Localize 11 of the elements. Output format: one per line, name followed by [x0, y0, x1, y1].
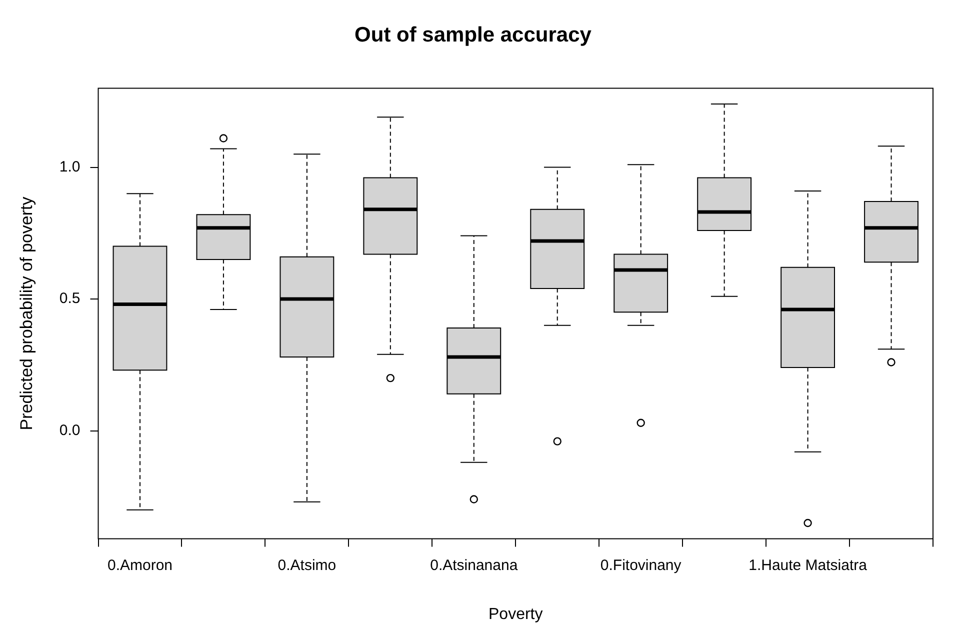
x-tick-label: 1.Haute Matsiatra — [748, 556, 868, 574]
y-axis-title: Predicted probability of poverty — [16, 196, 36, 430]
y-tick-label: 0.0 — [59, 422, 80, 439]
x-tick-label: 0.Atsimo — [278, 556, 336, 574]
x-tick-label: 0.Fitovinany — [600, 556, 682, 574]
x-axis-title: Poverty — [488, 606, 543, 623]
x-tick-label: 0.Amoron — [107, 556, 173, 574]
x-tick-label: 0.Atsinanana — [430, 556, 518, 574]
y-tick-label: 0.5 — [59, 290, 80, 308]
y-tick-label: 1.0 — [59, 158, 80, 176]
chart-title: Out of sample accuracy — [354, 23, 592, 46]
